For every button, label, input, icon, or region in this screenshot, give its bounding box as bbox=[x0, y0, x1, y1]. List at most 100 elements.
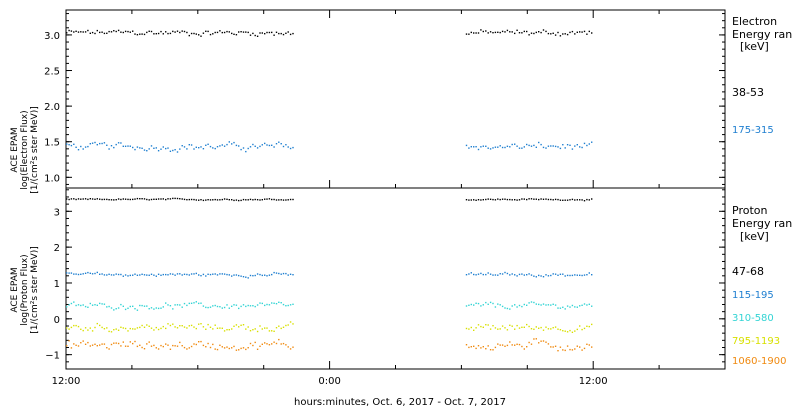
data-point bbox=[198, 302, 200, 305]
data-point bbox=[80, 342, 82, 344]
data-point bbox=[273, 302, 275, 304]
data-point bbox=[542, 198, 545, 200]
data-point bbox=[183, 346, 186, 349]
data-point bbox=[146, 305, 148, 307]
data-point bbox=[554, 34, 557, 36]
data-point bbox=[216, 327, 219, 329]
data-point bbox=[87, 329, 89, 331]
data-point bbox=[141, 304, 143, 307]
data-point bbox=[165, 273, 167, 276]
data-point bbox=[228, 141, 230, 143]
data-point bbox=[94, 304, 96, 306]
data-point bbox=[591, 323, 593, 326]
data-point bbox=[186, 304, 188, 307]
data-point bbox=[287, 146, 289, 148]
data-point bbox=[80, 304, 82, 307]
data-point bbox=[499, 304, 501, 306]
data-point bbox=[256, 35, 259, 37]
data-point bbox=[285, 272, 287, 275]
data-point bbox=[480, 305, 482, 307]
data-point bbox=[530, 328, 533, 330]
data-point bbox=[506, 307, 509, 310]
data-point bbox=[247, 199, 249, 201]
data-point bbox=[552, 273, 554, 275]
series-47-68 bbox=[66, 197, 593, 202]
data-point bbox=[174, 274, 176, 276]
data-point bbox=[115, 199, 117, 201]
data-point bbox=[148, 325, 150, 327]
data-point bbox=[120, 326, 122, 328]
data-point bbox=[153, 308, 155, 310]
data-point bbox=[115, 143, 117, 146]
data-point bbox=[212, 328, 214, 330]
data-point bbox=[190, 144, 193, 146]
data-point bbox=[588, 199, 590, 201]
data-point bbox=[193, 343, 195, 345]
data-point bbox=[172, 30, 174, 33]
data-point bbox=[139, 274, 141, 276]
data-point bbox=[547, 198, 550, 201]
data-point bbox=[235, 274, 238, 276]
data-point bbox=[547, 343, 550, 345]
series-795-1193 bbox=[66, 321, 593, 333]
data-point bbox=[120, 142, 122, 144]
data-point bbox=[535, 303, 537, 305]
data-point bbox=[581, 328, 583, 331]
data-point bbox=[129, 145, 131, 147]
data-point bbox=[183, 198, 186, 201]
data-point bbox=[566, 33, 569, 36]
data-point bbox=[174, 345, 176, 347]
data-point bbox=[148, 308, 150, 310]
data-point bbox=[475, 32, 477, 34]
data-point bbox=[514, 304, 516, 306]
data-point bbox=[545, 341, 547, 343]
data-point bbox=[205, 275, 207, 277]
data-point bbox=[542, 146, 545, 149]
data-point bbox=[205, 144, 207, 146]
data-point bbox=[165, 343, 167, 345]
proton-legend: 47-68 115-195 310-580 795-1193 1060-1900 bbox=[732, 265, 787, 367]
electron-panel: ACE EPAM log(Electron Flux) [1/(cm²s ste… bbox=[10, 9, 792, 194]
data-point bbox=[540, 304, 542, 306]
data-point bbox=[530, 343, 533, 345]
data-point bbox=[122, 327, 124, 329]
data-point bbox=[275, 272, 278, 274]
data-point bbox=[226, 143, 228, 146]
data-point bbox=[278, 32, 280, 35]
data-point bbox=[89, 327, 91, 329]
data-point bbox=[132, 305, 134, 307]
data-point bbox=[501, 273, 504, 275]
data-point bbox=[136, 309, 139, 311]
data-point bbox=[160, 198, 162, 200]
data-point bbox=[511, 31, 513, 33]
data-point bbox=[167, 147, 169, 149]
data-point bbox=[231, 328, 233, 330]
data-point bbox=[193, 32, 195, 35]
data-point bbox=[214, 147, 216, 150]
data-point bbox=[256, 147, 259, 149]
data-point bbox=[547, 328, 550, 330]
data-point bbox=[91, 330, 94, 332]
data-point bbox=[566, 345, 569, 347]
data-point bbox=[99, 344, 101, 346]
data-point bbox=[511, 344, 513, 346]
data-point bbox=[96, 322, 98, 325]
data-point bbox=[143, 348, 146, 350]
data-point bbox=[101, 273, 103, 275]
data-point bbox=[280, 327, 282, 330]
data-point bbox=[485, 145, 487, 147]
data-point bbox=[550, 346, 552, 348]
data-point bbox=[588, 303, 590, 305]
data-point bbox=[477, 148, 480, 151]
data-point bbox=[282, 303, 285, 306]
data-point bbox=[155, 307, 157, 309]
data-point bbox=[489, 273, 492, 275]
data-point bbox=[106, 198, 108, 201]
data-point bbox=[181, 145, 183, 147]
data-point bbox=[526, 30, 528, 33]
data-point bbox=[186, 31, 188, 34]
data-point bbox=[586, 33, 588, 35]
legend-entry-1060-1900: 1060-1900 bbox=[732, 356, 787, 367]
data-point bbox=[509, 198, 511, 201]
data-point bbox=[533, 275, 535, 277]
